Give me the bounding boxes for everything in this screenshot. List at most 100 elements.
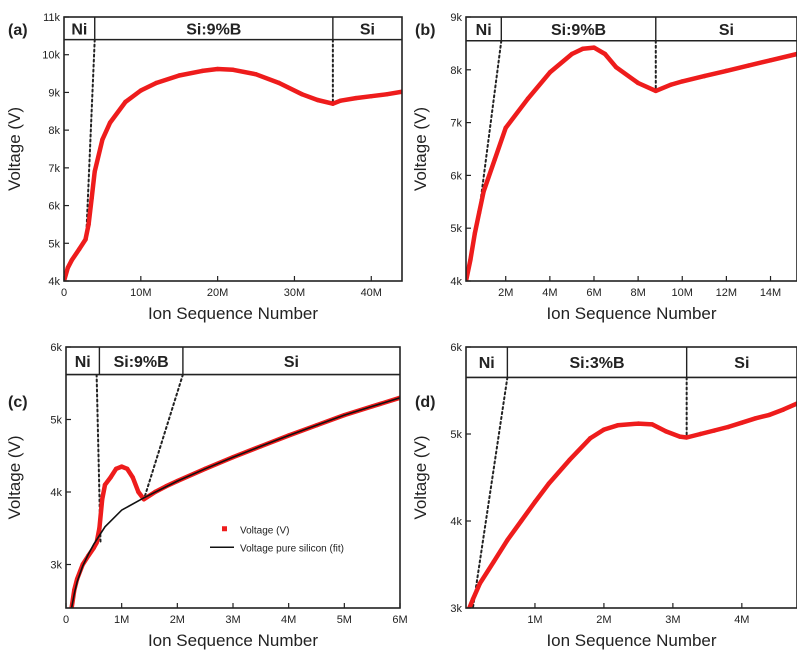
x-tick-label: 10M <box>672 287 693 299</box>
data-point <box>113 466 119 471</box>
y-tick-label: 9k <box>450 12 462 24</box>
plot-frame <box>465 16 797 282</box>
data-point <box>338 98 343 103</box>
plot-frame <box>465 346 797 609</box>
panel-label: (a) <box>8 22 28 39</box>
panel-c: Ni Si:9%B Si 0 1M 2M 3M 4M 5M 6M 3k 4k 5k 6k Ion Seque… <box>5 342 408 650</box>
y-tick-label: 7k <box>450 118 462 130</box>
x-tick-label: 2M <box>170 614 185 626</box>
legend-label: Voltage (V) <box>240 525 289 536</box>
x-tick-label: 5M <box>337 614 352 626</box>
region-label: Ni <box>71 21 87 38</box>
data-point <box>136 489 141 495</box>
series-group <box>64 66 402 281</box>
y-tick-label: 6k <box>450 170 462 182</box>
data-point <box>615 423 620 428</box>
data-point <box>746 63 751 68</box>
data-point <box>276 80 282 86</box>
x-tick-label: 14M <box>760 287 781 299</box>
data-point <box>669 82 674 87</box>
data-point <box>602 51 608 57</box>
data-point <box>315 97 320 103</box>
data-point <box>77 246 82 252</box>
data-point <box>767 412 772 418</box>
interface-line <box>85 38 96 237</box>
data-point <box>753 416 758 421</box>
x-tick-label: 0 <box>61 287 67 299</box>
y-tick-label: 4k <box>450 276 462 288</box>
y-tick-label: 5k <box>450 223 462 235</box>
legend: Voltage (V) Voltage pure silicon (fit) <box>210 525 344 554</box>
interface-line <box>142 373 184 501</box>
data-point <box>477 210 482 215</box>
data-point <box>525 96 530 102</box>
data-point <box>739 420 745 425</box>
x-tick-label: 4M <box>734 614 749 626</box>
region-label: Ni <box>75 354 91 371</box>
data-point <box>781 407 786 412</box>
data-point <box>472 231 478 236</box>
data-point <box>569 51 575 57</box>
x-tick-label: 6M <box>392 614 407 626</box>
data-point <box>253 72 259 77</box>
region-header <box>466 347 797 378</box>
data-point <box>712 428 717 433</box>
panel-a: Ni Si:9%B Si 0 10M 20M 30M 40M 4k 5k 6k 7k 8k 9k 10k 11… <box>5 12 403 323</box>
y-tick-label: 10k <box>42 50 60 62</box>
data-point <box>768 58 773 63</box>
data-point <box>591 45 597 50</box>
y-tick-label: 6k <box>450 342 462 354</box>
voltage-line <box>466 45 797 281</box>
data-point <box>702 73 707 79</box>
data-point <box>100 137 105 142</box>
data-point <box>546 481 551 486</box>
data-point <box>83 237 88 242</box>
series-group <box>466 45 797 281</box>
x-tick-label: 2M <box>498 287 513 299</box>
y-tick-label: 11k <box>43 12 60 24</box>
data-point <box>580 46 586 51</box>
data-point <box>130 475 135 480</box>
data-point <box>86 222 91 227</box>
data-point <box>470 597 476 602</box>
data-point <box>698 431 703 437</box>
legend-marker <box>222 526 227 532</box>
data-point <box>725 424 731 430</box>
y-tick-label: 4k <box>48 276 60 288</box>
data-point <box>330 101 336 106</box>
data-point <box>299 92 305 97</box>
data-point <box>108 475 113 480</box>
region-label: Si <box>719 22 734 39</box>
x-axis-label: Ion Sequence Number <box>148 304 318 323</box>
fit-line <box>70 397 400 608</box>
data-point <box>230 67 236 73</box>
data-point <box>99 497 105 502</box>
x-axis-label: Ion Sequence Number <box>546 304 716 323</box>
data-point <box>65 265 71 270</box>
data-point <box>384 92 389 97</box>
panel-b: Ni Si:9%B Si 2M 4M 6M 8M 10M 12M 14M 4k 5k 6k 7k 8k 9k I… <box>411 12 797 323</box>
y-tick-label: 6k <box>50 342 62 354</box>
data-point <box>532 499 538 505</box>
region-header <box>466 17 797 41</box>
interface-line <box>471 376 509 608</box>
data-point <box>477 581 482 586</box>
region-label: Ni <box>476 22 492 39</box>
voltage-line <box>64 66 402 281</box>
y-tick-label: 5k <box>50 415 62 427</box>
plot-frame <box>63 16 403 282</box>
data-point <box>125 466 130 471</box>
data-point <box>518 518 524 524</box>
data-point <box>107 120 113 125</box>
x-axis-label: Ion Sequence Number <box>546 631 716 650</box>
data-point <box>680 79 685 84</box>
y-tick-label: 5k <box>450 429 462 441</box>
x-tick-label: 8M <box>630 287 645 299</box>
data-point <box>587 436 593 441</box>
y-tick-label: 9k <box>48 87 60 99</box>
data-point <box>663 429 669 434</box>
data-point <box>369 94 374 99</box>
data-point <box>468 257 473 263</box>
y-axis-label: Voltage (V) <box>5 435 24 519</box>
